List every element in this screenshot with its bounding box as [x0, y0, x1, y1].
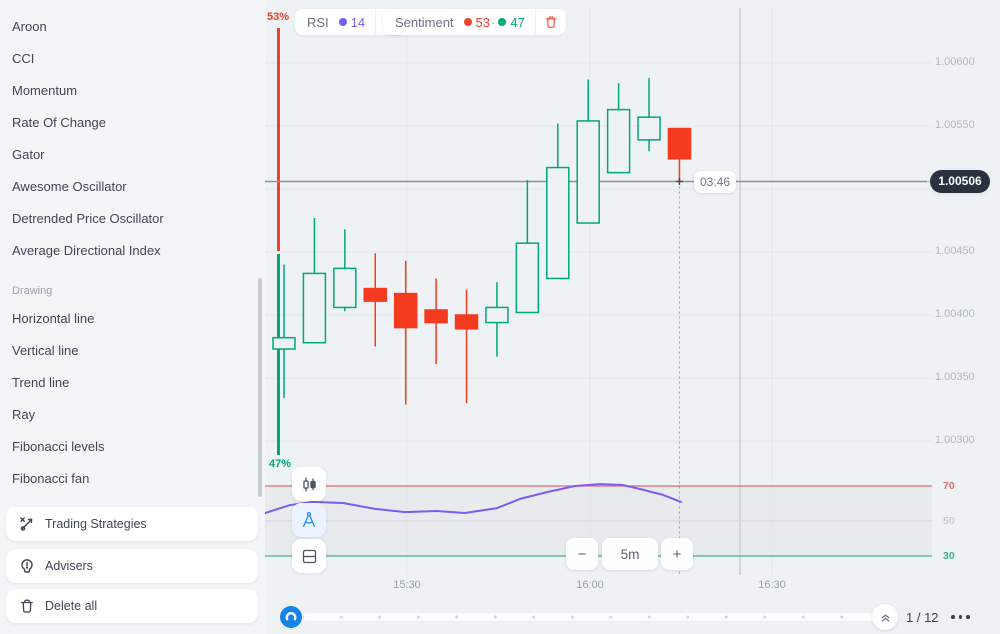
sentiment-separator: · [491, 14, 496, 30]
time-axis-label: 16:00 [576, 579, 604, 591]
rsi-level-label: 70 [943, 480, 955, 492]
price-axis-label: 1.00400 [935, 308, 975, 320]
candle-body [454, 314, 479, 330]
sentiment-buy-value: 47 [510, 14, 525, 30]
price-axis-label: 1.00350 [935, 371, 975, 383]
time-axis-label: 15:30 [393, 579, 421, 591]
drawing-tool-fibonacci-fan[interactable]: Fibonacci fan [12, 471, 90, 486]
candle-body [576, 120, 600, 224]
delete-all-button[interactable]: Delete all [6, 589, 258, 623]
sidebar-scrollbar[interactable] [258, 278, 262, 497]
trading-strategies-label: Trading Strategies [45, 517, 147, 531]
compass-icon [302, 511, 316, 527]
chip-divider [375, 9, 377, 35]
drawing-tool-horizontal-line[interactable]: Horizontal line [12, 311, 95, 326]
sentiment-sell-percent: 53% [267, 11, 290, 23]
candlestick-icon [302, 477, 316, 491]
rsi-level-label: 50 [943, 515, 955, 527]
timeframe-button[interactable]: 5m [602, 538, 658, 570]
candle-body [667, 127, 692, 160]
candle-body [485, 306, 509, 324]
sidebar-item-cci[interactable]: CCI [12, 51, 35, 66]
sentiment-sell-value: 53 [475, 14, 491, 30]
candle-body [637, 116, 661, 141]
drawing-tools-list: Horizontal line Vertical line Trend line Ra… [0, 303, 265, 495]
chip-divider [534, 9, 536, 35]
rsi-color-dot [338, 18, 347, 26]
drawing-tools-button[interactable] [292, 503, 326, 537]
price-axis-label: 1.00300 [935, 434, 975, 446]
candle-body [424, 309, 448, 324]
sidebar-item-gator[interactable]: Gator [12, 147, 45, 162]
advisers-button[interactable]: Advisers [6, 549, 258, 583]
drawing-tool-fibonacci-levels[interactable]: Fibonacci levels [12, 439, 105, 454]
sidebar-item-rate-of-change[interactable]: Rate Of Change [12, 115, 106, 130]
advisers-label: Advisers [45, 559, 93, 573]
candle-body [363, 287, 388, 302]
rsi-level-label: 30 [943, 550, 955, 562]
candle-body [606, 108, 631, 174]
time-axis-label: 16:30 [758, 579, 786, 591]
sidebar-item-momentum[interactable]: Momentum [12, 83, 78, 98]
sidebar-item-average-directional-index[interactable]: Average Directional Index [12, 243, 161, 258]
candle-body [546, 166, 570, 280]
sidebar-item-detrended-price-oscillator[interactable]: Detrended Price Oscillator [12, 211, 164, 226]
chart-canvas[interactable] [265, 0, 1000, 600]
sentiment-buy-percent: 47% [269, 458, 292, 470]
drawing-section-label: Drawing [12, 285, 53, 297]
zoom-out-button[interactable]: − [566, 538, 598, 570]
timeline-slider[interactable] [303, 613, 893, 621]
sentiment-delete-icon[interactable] [536, 9, 566, 35]
crosshair-time-tooltip: 03:46 [694, 171, 736, 193]
page-indicator: 1 / 12 [906, 610, 939, 625]
layout-button[interactable] [292, 539, 326, 573]
sentiment-buy-dot [498, 18, 507, 26]
more-options-menu[interactable] [951, 615, 970, 619]
candle-body [393, 292, 418, 329]
delete-all-label: Delete all [45, 599, 98, 613]
chart-type-button[interactable] [292, 467, 326, 501]
indicators-sidebar: Aroon CCI Momentum Rate Of Change Gator Aweso… [0, 0, 265, 634]
candle-body [302, 272, 327, 344]
sentiment-sell-dot [463, 18, 472, 26]
sentiment-chip-label: Sentiment [395, 14, 454, 30]
sidebar-item-awesome-oscillator[interactable]: Awesome Oscillator [12, 179, 127, 194]
strategy-icon [19, 516, 35, 532]
sidebar-item-aroon[interactable]: Aroon [12, 19, 47, 34]
double-chevron-up-icon [881, 614, 889, 622]
rsi-line [265, 483, 682, 514]
trading-strategies-button[interactable]: Trading Strategies [6, 507, 258, 541]
split-layout-icon [302, 549, 316, 563]
price-axis-label: 1.00600 [935, 56, 975, 68]
price-axis-label: 1.00550 [935, 119, 975, 131]
drawing-tool-trend-line[interactable]: Trend line [12, 375, 70, 390]
current-price-badge: 1.00506 [930, 170, 990, 193]
price-axis-label: 1.00450 [935, 245, 975, 257]
lightbulb-icon [19, 558, 35, 574]
sentiment-indicator-chip[interactable]: Sentiment 53 · 47 [383, 9, 566, 35]
candle-body [333, 267, 357, 309]
collapse-timeline-button[interactable] [872, 604, 898, 630]
rsi-period-value: 14 [350, 14, 366, 30]
indicator-list: Aroon CCI Momentum Rate Of Change Gator Aweso… [0, 0, 265, 267]
candle-body [272, 336, 296, 350]
drawing-tool-vertical-line[interactable]: Vertical line [12, 343, 79, 358]
gauge-icon [285, 612, 297, 621]
drawing-tool-ray[interactable]: Ray [12, 407, 36, 422]
chart-area: 1.00600 1.00550 1.00450 1.00400 1.00350 1.003… [265, 0, 1000, 634]
zoom-in-button[interactable]: + [661, 538, 693, 570]
trash-icon [19, 598, 35, 614]
candle-body [515, 242, 540, 314]
sentiment-gauge-button[interactable] [280, 606, 302, 628]
rsi-chip-label: RSI [307, 14, 329, 30]
